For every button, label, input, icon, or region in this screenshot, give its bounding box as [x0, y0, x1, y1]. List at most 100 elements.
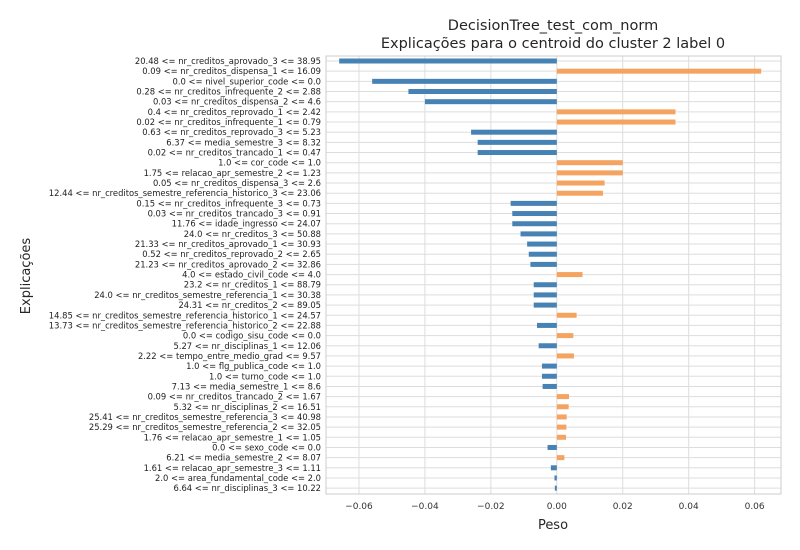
x-tick-label: 0.00 — [547, 502, 567, 512]
bar — [527, 241, 557, 247]
category-label: 0.0 <= codigo_sisu_code <= 0.0 — [183, 331, 321, 341]
bar — [556, 312, 577, 318]
category-label: 1.61 <= relacao_apr_semestre_3 <= 1.11 — [144, 463, 321, 473]
category-label: 0.0 <= nivel_superior_code <= 0.0 — [173, 76, 321, 86]
x-tick-label: 0.02 — [613, 502, 633, 512]
category-label: 14.85 <= nr_creditos_semestre_referencia… — [49, 310, 321, 320]
bar — [550, 465, 557, 471]
category-label: 6.37 <= media_semestre_3 <= 8.32 — [166, 137, 321, 147]
category-label: 21.23 <= nr_creditos_aprovado_2 <= 32.86 — [135, 259, 321, 269]
category-label: 0.02 <= nr_creditos_trancado_1 <= 0.47 — [148, 148, 321, 158]
bar — [556, 170, 623, 176]
bar — [512, 221, 557, 227]
category-label: 1.0 <= flg_publica_code <= 1.0 — [186, 361, 321, 371]
category-label: 1.75 <= relacao_apr_semestre_2 <= 1.23 — [144, 168, 321, 178]
category-label: 5.32 <= nr_disciplinas_2 <= 16.51 — [173, 402, 321, 412]
bar — [556, 109, 676, 115]
bar — [541, 373, 557, 379]
bar — [556, 68, 762, 74]
bar — [510, 200, 557, 206]
category-label: 24.0 <= nr_creditos_semestre_referencia_… — [94, 290, 321, 300]
category-label: 12.44 <= nr_creditos_semestre_referencia… — [49, 188, 321, 198]
category-label: 20.48 <= nr_creditos_aprovado_3 <= 38.95 — [135, 56, 321, 66]
category-label: 0.09 <= nr_creditos_trancado_2 <= 1.67 — [148, 392, 321, 402]
bar — [556, 404, 569, 410]
bar — [528, 251, 557, 257]
bar — [538, 343, 557, 349]
category-label: 11.76 <= idade_ingresso <= 24.07 — [172, 219, 321, 229]
category-label: 7.13 <= media_semestre_1 <= 8.6 — [172, 381, 321, 391]
bar — [542, 383, 557, 389]
bar — [556, 353, 574, 359]
bar — [512, 211, 557, 217]
bar — [533, 292, 557, 298]
category-label: 0.02 <= nr_creditos_infrequente_1 <= 0.7… — [136, 117, 321, 127]
category-label: 2.0 <= area_fundamental_code <= 2.0 — [155, 473, 321, 483]
x-tick-label: 0.06 — [745, 502, 765, 512]
category-label: 4.0 <= estado_civil_code <= 4.0 — [182, 270, 321, 280]
chart-title: DecisionTree_test_com_norm — [448, 18, 658, 34]
bar — [372, 78, 557, 84]
bar — [556, 434, 567, 440]
category-label: 25.41 <= nr_creditos_semestre_referencia… — [89, 412, 321, 422]
plot-frame — [325, 55, 782, 495]
bar — [520, 231, 557, 237]
category-label: 5.27 <= nr_disciplinas_1 <= 12.06 — [173, 341, 321, 351]
bar-layer — [339, 58, 762, 491]
bar — [471, 129, 557, 135]
category-label: 24.31 <= nr_creditos_2 <= 89.05 — [178, 300, 321, 310]
category-label: 21.33 <= nr_creditos_aprovado_1 <= 30.93 — [135, 239, 321, 249]
x-tick-labels: −0.06 −0.04 −0.02 0.00 0.02 0.04 0.06 — [345, 502, 765, 512]
x-axis-label: Peso — [538, 518, 568, 533]
bar — [541, 363, 557, 369]
category-label: 0.63 <= nr_creditos_reprovado_3 <= 5.23 — [142, 127, 321, 137]
category-label: 2.22 <= tempo_entre_medio_grad <= 9.57 — [138, 351, 321, 361]
bar — [533, 282, 557, 288]
x-tick-label: −0.06 — [345, 502, 373, 512]
category-label: 0.52 <= nr_creditos_reprovado_2 <= 2.65 — [142, 249, 321, 259]
bar — [556, 190, 603, 196]
bar — [556, 333, 574, 339]
category-label: 24.0 <= nr_creditos_3 <= 50.88 — [184, 229, 321, 239]
category-label: 6.21 <= media_semestre_2 <= 8.07 — [166, 453, 321, 463]
category-label: 1.0 <= cor_code <= 1.0 — [218, 158, 321, 168]
category-label: 13.73 <= nr_creditos_semestre_referencia… — [49, 320, 321, 330]
bar — [556, 394, 569, 400]
bar — [554, 475, 557, 481]
category-label: 0.15 <= nr_creditos_infrequente_3 <= 0.7… — [136, 198, 321, 208]
chart-subtitle: Explicações para o centroid do cluster 2… — [381, 36, 725, 52]
bar — [477, 150, 557, 156]
category-label: 0.05 <= nr_creditos_dispensa_3 <= 2.6 — [153, 178, 321, 188]
bar — [556, 119, 676, 125]
category-label: 0.4 <= nr_creditos_reprovado_1 <= 2.42 — [148, 107, 321, 117]
category-label: 6.64 <= nr_disciplinas_3 <= 10.22 — [173, 483, 321, 493]
category-label: 1.0 <= turno_code <= 1.0 — [209, 371, 321, 381]
bar — [556, 414, 567, 420]
bar — [424, 99, 557, 105]
category-label: 23.2 <= nr_creditos_1 <= 88.79 — [184, 280, 321, 290]
bar — [556, 272, 583, 278]
bar — [530, 261, 557, 267]
x-tick-label: 0.04 — [679, 502, 699, 512]
bar — [547, 444, 557, 450]
y-axis-label: Explicações — [19, 238, 34, 315]
category-labels: 20.48 <= nr_creditos_aprovado_3 <= 38.95… — [49, 56, 321, 493]
x-tick-label: −0.04 — [411, 502, 439, 512]
bar — [556, 424, 567, 430]
bar — [556, 180, 605, 186]
bar — [554, 485, 557, 491]
category-label: 0.0 <= sexo_code <= 0.0 — [212, 442, 321, 452]
bar — [477, 139, 557, 145]
bar — [556, 160, 623, 166]
category-label: 25.29 <= nr_creditos_semestre_referencia… — [89, 422, 321, 432]
category-label: 1.76 <= relacao_apr_semestre_1 <= 1.05 — [144, 432, 321, 442]
bar — [408, 89, 557, 95]
category-label: 0.28 <= nr_creditos_infrequente_2 <= 2.8… — [136, 87, 321, 97]
grid-layer — [326, 56, 781, 494]
bar — [533, 302, 557, 308]
category-label: 0.03 <= nr_creditos_trancado_3 <= 0.91 — [148, 209, 321, 219]
category-label: 0.03 <= nr_creditos_dispensa_2 <= 4.6 — [153, 97, 321, 107]
bar — [537, 322, 557, 328]
bar — [339, 58, 557, 64]
